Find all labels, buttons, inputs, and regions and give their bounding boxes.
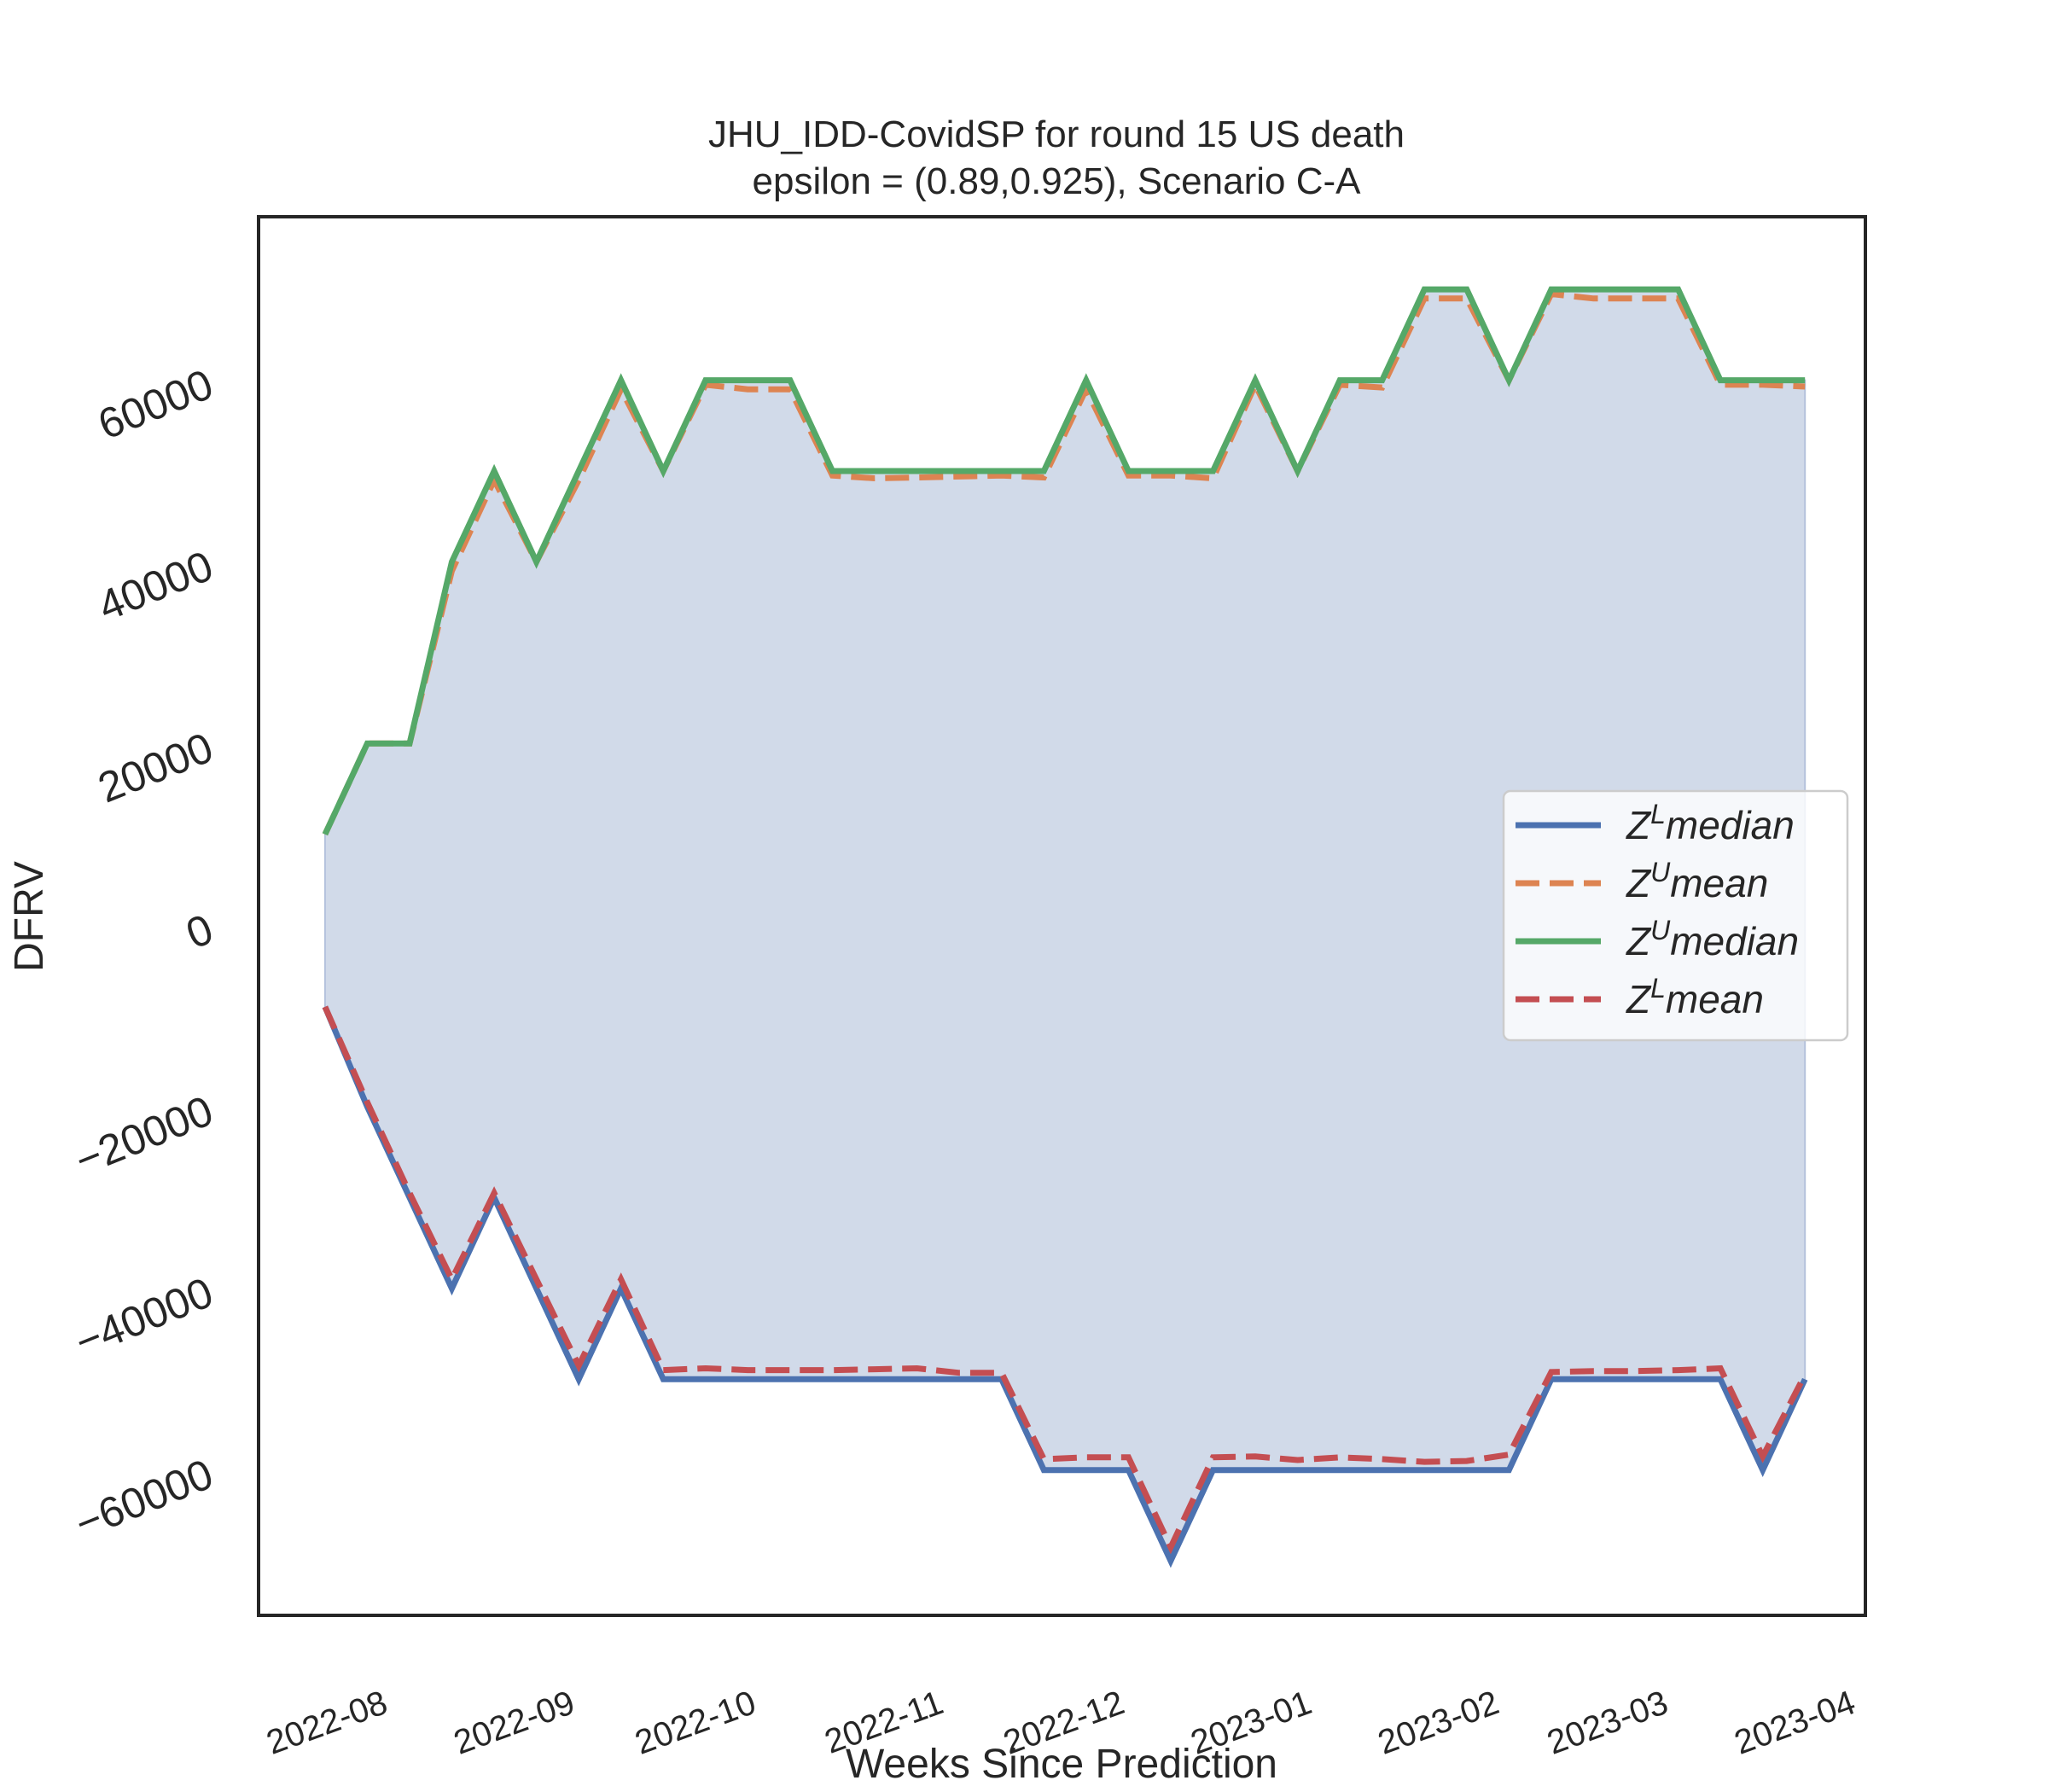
series-line-1 (322, 1005, 1808, 1568)
y-tick-label: −20000 (68, 1086, 219, 1184)
series-line-3 (322, 286, 1806, 836)
x-tick-label: 2022-09 (449, 1684, 579, 1762)
chart-title: JHU_IDD-CovidSP for round 15 US death (708, 113, 1405, 155)
x-tick-label: 2023-02 (1373, 1684, 1504, 1762)
series-layer (322, 286, 1808, 1568)
y-axis-label: DFRV (7, 861, 52, 972)
y-tick-label: −40000 (68, 1268, 219, 1366)
legend-label: ZUmedian (1626, 915, 1799, 963)
x-tick-label: 2023-03 (1542, 1684, 1673, 1762)
plot-frame (257, 215, 1867, 1617)
y-tick-label: 20000 (91, 724, 219, 812)
legend-label: ZLmedian (1626, 799, 1795, 847)
y-tick-label: −60000 (68, 1450, 219, 1548)
legend: ZLmedian ZUmean ZUmedian ZLmean (1502, 789, 1849, 1042)
legend-label: ZUmean (1626, 857, 1768, 905)
y-tick-label: 40000 (91, 542, 219, 631)
legend-entries: ZLmedian ZUmean ZUmedian ZLmean (1516, 799, 1799, 1021)
x-tick-label: 2023-04 (1730, 1684, 1860, 1762)
legend-label: ZLmean (1626, 973, 1764, 1021)
x-axis-label: Weeks Since Prediction (846, 1742, 1277, 1787)
x-tick-label: 2022-08 (262, 1684, 393, 1762)
legend-box (1502, 789, 1849, 1042)
y-tick-label: 60000 (91, 360, 219, 449)
series-line-4 (322, 1005, 1808, 1555)
series-line-2 (322, 290, 1806, 836)
y-tick-label: 0 (179, 905, 219, 957)
y-tick-labels: −60000 −40000 −20000 0 20000 40000 60000 (68, 360, 219, 1548)
x-tick-label: 2022-10 (630, 1684, 760, 1762)
chart-subtitle: epsilon = (0.89,0.925), Scenario C-A (753, 160, 1362, 202)
